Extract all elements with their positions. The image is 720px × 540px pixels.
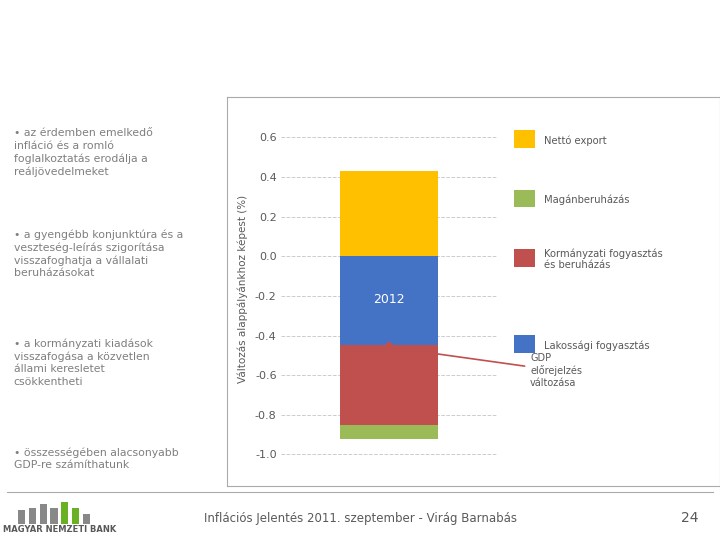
FancyBboxPatch shape [514, 130, 535, 148]
Bar [340, 256, 438, 346]
Text: Inflációs Jelentés 2011. szeptember - Virág Barnabás: Inflációs Jelentés 2011. szeptember - Vi… [204, 512, 516, 525]
Bar [72, 508, 79, 524]
Text: • az érdemben emelkedő
infláció és a romló
foglalkoztatás erodálja a
reáljövedel: • az érdemben emelkedő infláció és a rom… [14, 129, 153, 177]
Text: Magánberuházás: Magánberuházás [544, 194, 629, 205]
Text: • összességében alacsonyabb
GDP-re számíthatunk: • összességében alacsonyabb GDP-re számí… [14, 447, 179, 470]
Bar [18, 510, 25, 524]
Text: 24: 24 [681, 511, 698, 525]
Text: Lakossági fogyasztás: Lakossági fogyasztás [544, 340, 649, 351]
Bar [340, 346, 438, 425]
Text: 2012: 2012 [373, 293, 405, 306]
Y-axis label: Változás alappályánkhoz képest (%): Változás alappályánkhoz képest (%) [238, 195, 248, 383]
Bar [340, 425, 438, 438]
Bar [340, 171, 438, 256]
Text: Nettó export: Nettó export [544, 135, 606, 146]
FancyBboxPatch shape [514, 249, 535, 267]
Text: • a kormányzati kiadások
visszafogása a közvetlen
állami keresletet
csökkentheti: • a kormányzati kiadások visszafogása a … [14, 338, 153, 387]
FancyBboxPatch shape [514, 190, 535, 207]
Text: MAGYAR NEMZETI BANK: MAGYAR NEMZETI BANK [3, 524, 116, 534]
Bar [40, 504, 47, 524]
Text: Kormányzati fogyasztás
és beruházás: Kormányzati fogyasztás és beruházás [544, 248, 662, 270]
Bar [50, 508, 58, 524]
Bar [83, 514, 90, 524]
Bar [29, 508, 36, 524]
Text: GDP
előrejelzés
változása: GDP előrejelzés változása [395, 347, 582, 388]
Text: • a gyengébb konjunktúra és a
veszteség-leírás szigorítása
visszafoghatja a váll: • a gyengébb konjunktúra és a veszteség-… [14, 230, 183, 279]
Bar [61, 502, 68, 524]
FancyBboxPatch shape [514, 335, 535, 353]
Text: Az eddig ismertté vált 2012-s kormányzati intézkedések a
tovább fékezhetik a bel: Az eddig ismertté vált 2012-s kormányzat… [75, 25, 645, 67]
